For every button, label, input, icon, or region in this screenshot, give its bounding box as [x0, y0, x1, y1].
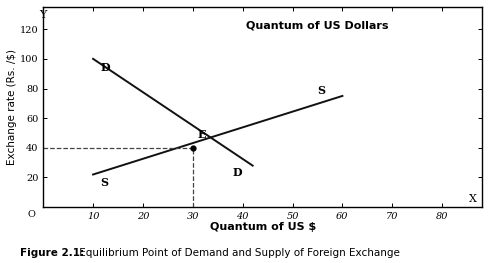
Text: Figure 2.1:: Figure 2.1:	[20, 248, 83, 258]
Text: S: S	[101, 178, 108, 189]
Text: E: E	[198, 129, 206, 140]
X-axis label: Quantum of US $: Quantum of US $	[209, 222, 315, 232]
Text: Equilibrium Point of Demand and Supply of Foreign Exchange: Equilibrium Point of Demand and Supply o…	[76, 248, 399, 258]
Text: X: X	[468, 194, 476, 204]
Text: S: S	[317, 85, 325, 96]
Text: D: D	[232, 167, 242, 178]
Text: D: D	[101, 62, 110, 73]
Text: Quantum of US Dollars: Quantum of US Dollars	[246, 20, 388, 30]
Text: O: O	[28, 210, 36, 219]
Y-axis label: Exchange rate (Rs. /$): Exchange rate (Rs. /$)	[7, 49, 17, 165]
Text: Y: Y	[40, 10, 47, 20]
